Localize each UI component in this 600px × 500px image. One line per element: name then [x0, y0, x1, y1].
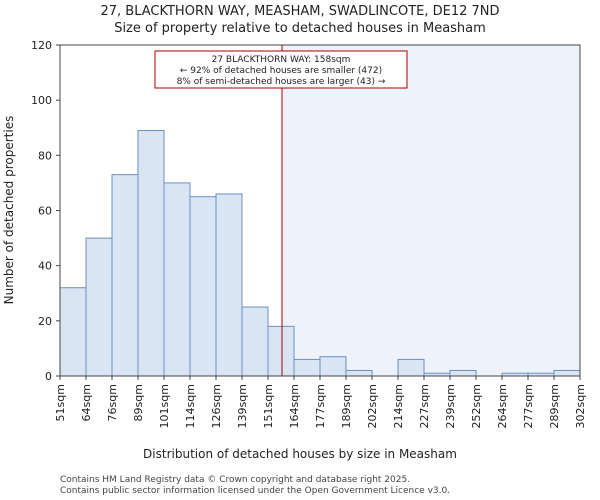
x-tick-label-164sqm: 164sqm	[288, 384, 301, 428]
bar-89sqm	[137, 130, 165, 377]
annotation-line-2: ← 92% of detached houses are smaller (47…	[180, 66, 382, 76]
x-tick-label-289sqm: 289sqm	[548, 384, 561, 428]
y-tick-label-40: 40	[38, 260, 52, 273]
x-tick-label-151sqm: 151sqm	[262, 384, 275, 428]
y-tick-label-100: 100	[31, 94, 52, 107]
x-tick-label-126sqm: 126sqm	[210, 384, 223, 428]
y-axis-label: Number of detached properties	[2, 116, 16, 305]
x-axis-label: Distribution of detached houses by size …	[143, 447, 457, 461]
bar-114sqm	[189, 196, 217, 377]
bar-214sqm	[397, 358, 425, 377]
annotation-line-3: 8% of semi-detached houses are larger (4…	[177, 77, 386, 87]
bar-151sqm	[267, 325, 295, 377]
x-tick-label-89sqm: 89sqm	[132, 384, 145, 421]
x-tick-label-239sqm: 239sqm	[444, 384, 457, 428]
chart-subtitle: Size of property relative to detached ho…	[114, 21, 486, 36]
y-tick-label-60: 60	[38, 205, 52, 218]
footer-line-1: Contains HM Land Registry data © Crown c…	[60, 475, 410, 485]
x-tick-label-252sqm: 252sqm	[470, 384, 483, 428]
bar-239sqm	[449, 369, 477, 377]
x-tick-label-139sqm: 139sqm	[236, 384, 249, 428]
annotation-frame	[154, 50, 408, 89]
x-tick-label-64sqm: 64sqm	[80, 384, 93, 421]
bar-51sqm	[59, 287, 87, 377]
x-tick-label-277sqm: 277sqm	[522, 384, 535, 428]
y-tick-label-80: 80	[38, 149, 52, 162]
bar-139sqm	[241, 306, 269, 377]
y-axis: 0 20 40 60 80 100 120	[31, 39, 60, 383]
bar-164sqm	[293, 358, 321, 377]
x-tick-label-51sqm: 51sqm	[54, 384, 67, 421]
x-tick-label-177sqm: 177sqm	[314, 384, 327, 428]
footer-line-2: Contains public sector information licen…	[60, 486, 450, 496]
bar-64sqm	[85, 237, 113, 377]
bar-126sqm	[215, 193, 243, 377]
annotation-line-1: 27 BLACKTHORN WAY: 158sqm	[212, 55, 351, 65]
x-tick-label-214sqm: 214sqm	[392, 384, 405, 428]
x-tick-label-264sqm: 264sqm	[496, 384, 509, 428]
bar-189sqm	[345, 369, 373, 377]
y-tick-label-0: 0	[45, 370, 52, 383]
x-tick-label-202sqm: 202sqm	[366, 384, 379, 428]
x-tick-label-101sqm: 101sqm	[158, 384, 171, 428]
x-tick-label-189sqm: 189sqm	[340, 384, 353, 428]
x-tick-label-114sqm: 114sqm	[184, 384, 197, 428]
bars-group	[59, 130, 581, 377]
x-tick-label-227sqm: 227sqm	[418, 384, 431, 428]
bar-101sqm	[163, 182, 191, 377]
bar-289sqm	[553, 369, 581, 377]
y-tick-label-20: 20	[38, 315, 52, 328]
x-axis: 51sqm 64sqm 76sqm 89sqm 101sqm 114sqm 126sqm 13…	[54, 376, 587, 428]
x-tick-label-76sqm: 76sqm	[106, 384, 119, 421]
y-tick-label-120: 120	[31, 39, 52, 52]
larger-houses-region	[282, 45, 580, 376]
x-tick-label-302sqm: 302sqm	[574, 384, 587, 428]
bar-177sqm	[319, 356, 347, 377]
bar-76sqm	[111, 174, 139, 377]
annotation-box: 27 BLACKTHORN WAY: 158sqm ← 92% of detac…	[154, 50, 408, 89]
chart-title: 27, BLACKTHORN WAY, MEASHAM, SWADLINCOTE…	[100, 4, 499, 19]
